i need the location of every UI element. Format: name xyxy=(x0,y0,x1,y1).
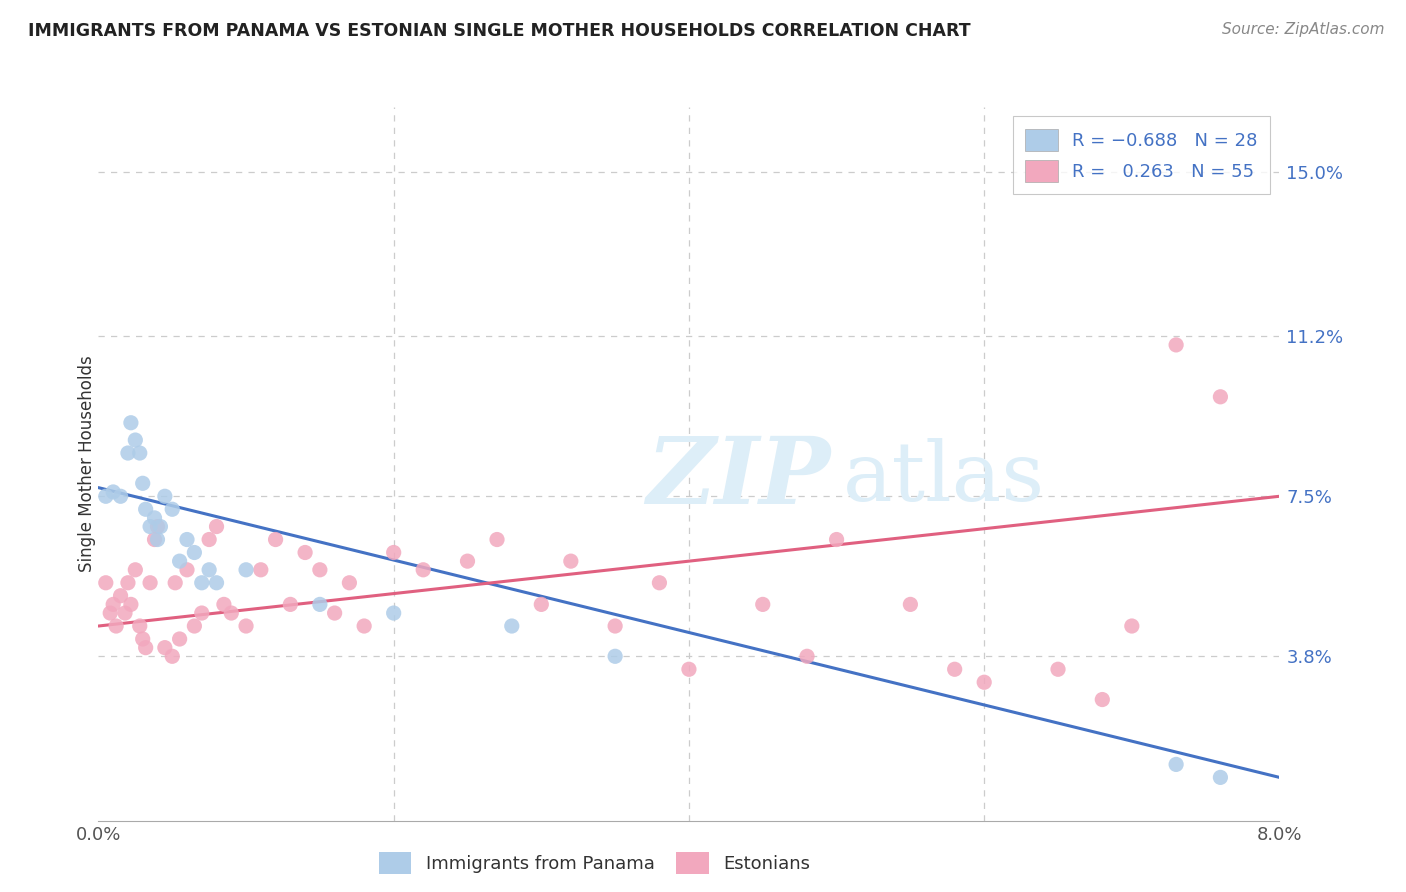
Point xyxy=(264,533,287,547)
Point xyxy=(146,533,169,547)
Point xyxy=(191,575,214,590)
Point xyxy=(353,619,375,633)
Point xyxy=(323,606,346,620)
Point xyxy=(198,563,221,577)
Point xyxy=(183,545,205,559)
Point xyxy=(412,563,434,577)
Point xyxy=(153,640,176,655)
Point xyxy=(1209,390,1232,404)
Point xyxy=(486,533,509,547)
Point xyxy=(94,575,117,590)
Point xyxy=(382,545,405,559)
Point xyxy=(900,598,922,612)
Y-axis label: Single Mother Households: Single Mother Households xyxy=(79,356,96,572)
Legend: Immigrants from Panama, Estonians: Immigrants from Panama, Estonians xyxy=(370,843,820,883)
Point xyxy=(169,554,191,568)
Point xyxy=(132,476,155,491)
Point xyxy=(169,632,191,646)
Point xyxy=(143,533,166,547)
Point xyxy=(183,619,205,633)
Text: Source: ZipAtlas.com: Source: ZipAtlas.com xyxy=(1222,22,1385,37)
Point xyxy=(198,533,221,547)
Point xyxy=(294,545,316,559)
Point xyxy=(139,575,162,590)
Point xyxy=(98,606,121,620)
Point xyxy=(278,598,302,612)
Point xyxy=(605,649,627,664)
Point xyxy=(605,619,627,633)
Point xyxy=(124,563,146,577)
Point xyxy=(308,598,332,612)
Text: IMMIGRANTS FROM PANAMA VS ESTONIAN SINGLE MOTHER HOUSEHOLDS CORRELATION CHART: IMMIGRANTS FROM PANAMA VS ESTONIAN SINGL… xyxy=(28,22,970,40)
Point xyxy=(751,598,773,612)
Point xyxy=(205,575,228,590)
Point xyxy=(235,619,257,633)
Point xyxy=(825,533,848,547)
Point xyxy=(191,606,214,620)
Point xyxy=(678,662,700,676)
Point xyxy=(1209,771,1232,785)
Point xyxy=(176,533,198,547)
Point xyxy=(128,619,150,633)
Point xyxy=(943,662,966,676)
Point xyxy=(135,640,157,655)
Point xyxy=(153,489,176,503)
Point xyxy=(162,502,183,516)
Point xyxy=(117,575,139,590)
Point xyxy=(94,489,117,503)
Point xyxy=(110,589,132,603)
Point xyxy=(1164,757,1187,772)
Point xyxy=(135,502,157,516)
Point xyxy=(149,519,172,533)
Point xyxy=(212,598,235,612)
Point xyxy=(128,446,150,460)
Point xyxy=(117,446,139,460)
Point xyxy=(139,519,162,533)
Point xyxy=(1091,692,1114,706)
Point xyxy=(1046,662,1069,676)
Point xyxy=(120,416,142,430)
Point xyxy=(796,649,818,664)
Point xyxy=(205,519,228,533)
Point xyxy=(176,563,198,577)
Point xyxy=(530,598,553,612)
Text: ZIP: ZIP xyxy=(647,434,831,523)
Point xyxy=(1121,619,1143,633)
Point xyxy=(114,606,136,620)
Point xyxy=(103,485,125,500)
Point xyxy=(146,519,169,533)
Point xyxy=(1164,338,1187,352)
Point xyxy=(973,675,995,690)
Point xyxy=(219,606,242,620)
Point xyxy=(501,619,523,633)
Point xyxy=(235,563,257,577)
Point xyxy=(648,575,671,590)
Point xyxy=(103,598,125,612)
Point xyxy=(162,649,183,664)
Point xyxy=(308,563,332,577)
Point xyxy=(143,511,166,525)
Point xyxy=(105,619,128,633)
Point xyxy=(132,632,155,646)
Point xyxy=(110,489,132,503)
Point xyxy=(165,575,187,590)
Point xyxy=(250,563,273,577)
Text: atlas: atlas xyxy=(842,438,1045,518)
Point xyxy=(120,598,142,612)
Point xyxy=(337,575,360,590)
Point xyxy=(124,433,146,447)
Point xyxy=(456,554,478,568)
Point xyxy=(382,606,405,620)
Point xyxy=(560,554,582,568)
